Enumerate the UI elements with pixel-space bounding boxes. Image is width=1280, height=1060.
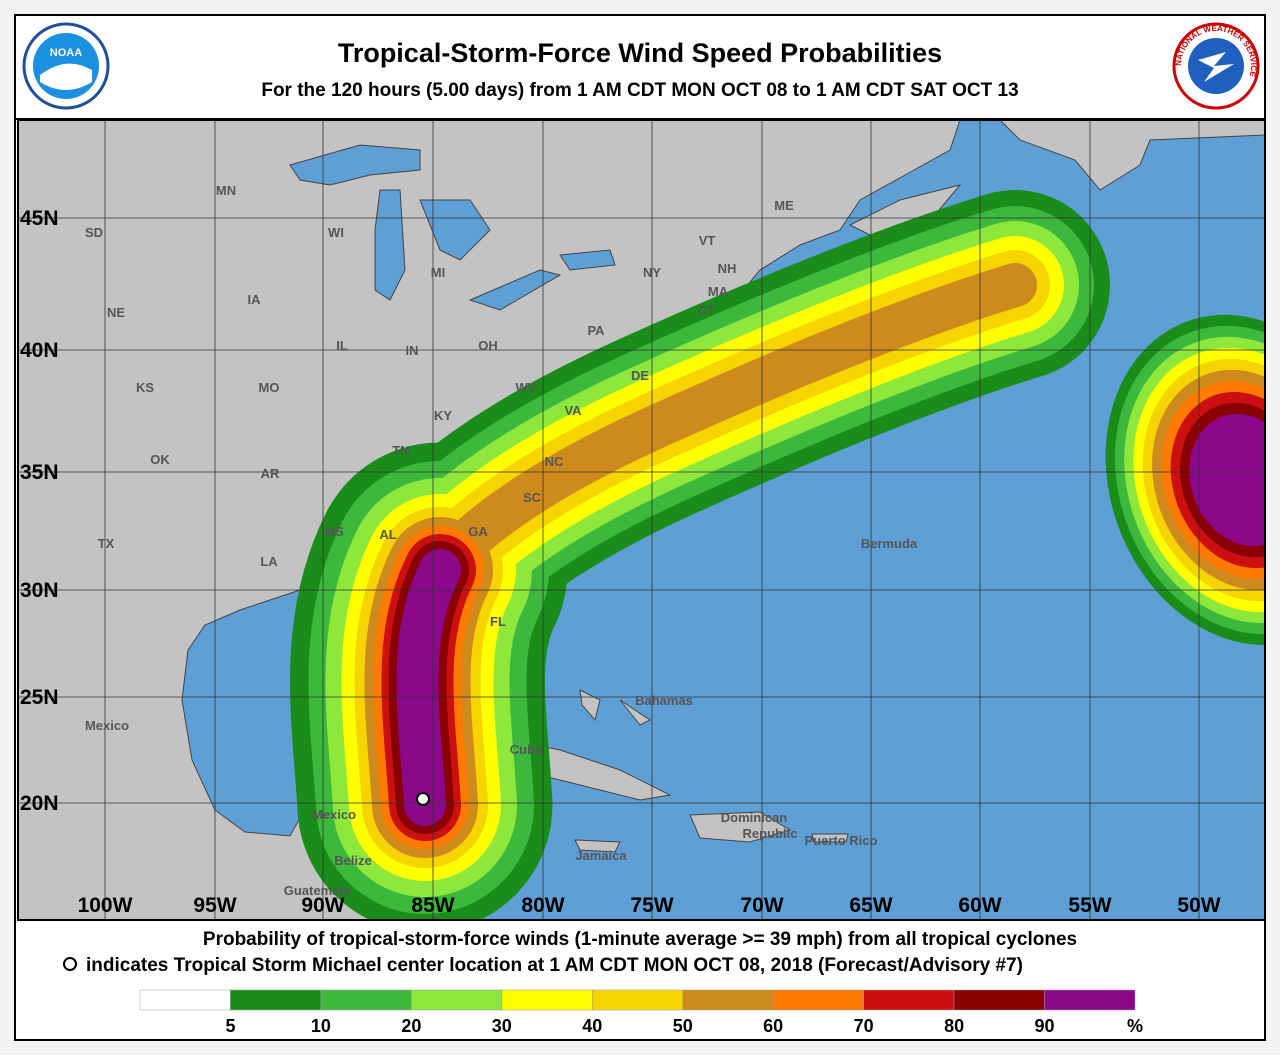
legend-tick-label: 30 — [492, 1016, 512, 1036]
legend-tick-label: 90 — [1035, 1016, 1055, 1036]
legend-tick-label: 50 — [673, 1016, 693, 1036]
legend-tick-label: 80 — [944, 1016, 964, 1036]
place-label: Jamaica — [575, 848, 627, 863]
swath-band — [418, 570, 441, 805]
lon-label: 60W — [958, 894, 1001, 917]
lat-label: 30N — [20, 579, 59, 602]
place-label: WI — [328, 225, 344, 240]
legend-tick-label: 5 — [225, 1016, 235, 1036]
place-label: Bahamas — [635, 693, 693, 708]
place-label: MI — [431, 265, 445, 280]
legend-swatch — [502, 990, 592, 1010]
place-label: IA — [248, 292, 262, 307]
place-label: Puerto Rico — [805, 833, 878, 848]
storm-center — [417, 793, 429, 805]
place-label: DE — [631, 368, 649, 383]
legend-swatch — [954, 990, 1044, 1010]
legend-swatch — [411, 990, 501, 1010]
place-label: CT — [697, 303, 714, 318]
footer-line: Probability of tropical-storm-force wind… — [203, 929, 1077, 950]
place-label: Belize — [334, 853, 372, 868]
place-label: FL — [490, 614, 506, 629]
place-label: Mexico — [85, 718, 129, 733]
center-symbol — [64, 958, 76, 970]
legend-unit: % — [1127, 1016, 1143, 1036]
nws-logo: NATIONAL WEATHER SERVICE — [1174, 24, 1258, 108]
place-label: AL — [379, 527, 396, 542]
noaa-logo: NOAA — [24, 24, 108, 108]
place-label: OH — [478, 338, 498, 353]
place-label: WV — [516, 380, 537, 395]
legend-swatch — [864, 990, 954, 1010]
lat-label: 40N — [20, 339, 59, 362]
place-label: NE — [107, 305, 125, 320]
lon-label: 85W — [411, 894, 454, 917]
lon-label: 100W — [78, 894, 133, 917]
legend-tick-label: 40 — [582, 1016, 602, 1036]
place-label: IL — [336, 338, 348, 353]
place-label: Dominican — [721, 810, 788, 825]
place-label: VA — [564, 403, 582, 418]
place-label: TN — [392, 443, 409, 458]
legend-swatch — [773, 990, 863, 1010]
place-label: MS — [324, 524, 344, 539]
place-label: MO — [259, 380, 280, 395]
place-label: NY — [643, 265, 661, 280]
lon-label: 70W — [740, 894, 783, 917]
place-label: KY — [434, 408, 452, 423]
place-label: Republic — [743, 826, 798, 841]
lon-label: 65W — [849, 894, 892, 917]
lon-label: 55W — [1068, 894, 1111, 917]
place-label: GA — [468, 524, 488, 539]
legend-swatch — [321, 990, 411, 1010]
lon-label: 75W — [630, 894, 673, 917]
lon-label: 90W — [301, 894, 344, 917]
lat-label: 25N — [20, 686, 59, 709]
place-label: Mexico — [312, 807, 356, 822]
place-label: KS — [136, 380, 154, 395]
place-label: TX — [98, 536, 115, 551]
place-label: SC — [523, 490, 542, 505]
place-label: MA — [708, 284, 729, 299]
place-label: NC — [545, 454, 564, 469]
legend-swatch — [140, 990, 230, 1010]
place-label: SD — [85, 225, 103, 240]
legend-tick-label: 10 — [311, 1016, 331, 1036]
legend-swatch — [1045, 990, 1135, 1010]
place-label: AR — [261, 466, 280, 481]
lon-label: 95W — [193, 894, 236, 917]
place-label: Cuba — [510, 742, 543, 757]
lat-label: 35N — [20, 461, 59, 484]
legend-tick-label: 20 — [401, 1016, 421, 1036]
lat-label: 20N — [20, 792, 59, 815]
place-label: PA — [587, 323, 605, 338]
place-label: OK — [150, 452, 170, 467]
place-label: VT — [699, 233, 716, 248]
logo-text: NOAA — [50, 47, 82, 59]
place-label: NH — [718, 261, 737, 276]
place-label: Bermuda — [861, 536, 918, 551]
legend-swatch — [230, 990, 320, 1010]
lon-label: 50W — [1177, 894, 1220, 917]
title: Tropical-Storm-Force Wind Speed Probabil… — [338, 38, 942, 68]
place-label: MN — [216, 183, 236, 198]
lat-label: 45N — [20, 207, 59, 230]
subtitle: For the 120 hours (5.00 days) from 1 AM … — [261, 80, 1018, 101]
place-label: IN — [406, 343, 419, 358]
place-label: ME — [774, 198, 794, 213]
lon-label: 80W — [521, 894, 564, 917]
place-label: LA — [260, 554, 278, 569]
footer-line: indicates Tropical Storm Michael center … — [86, 955, 1023, 976]
legend-tick-label: 70 — [854, 1016, 874, 1036]
legend-swatch — [592, 990, 682, 1010]
legend-swatch — [683, 990, 773, 1010]
legend-tick-label: 60 — [763, 1016, 783, 1036]
